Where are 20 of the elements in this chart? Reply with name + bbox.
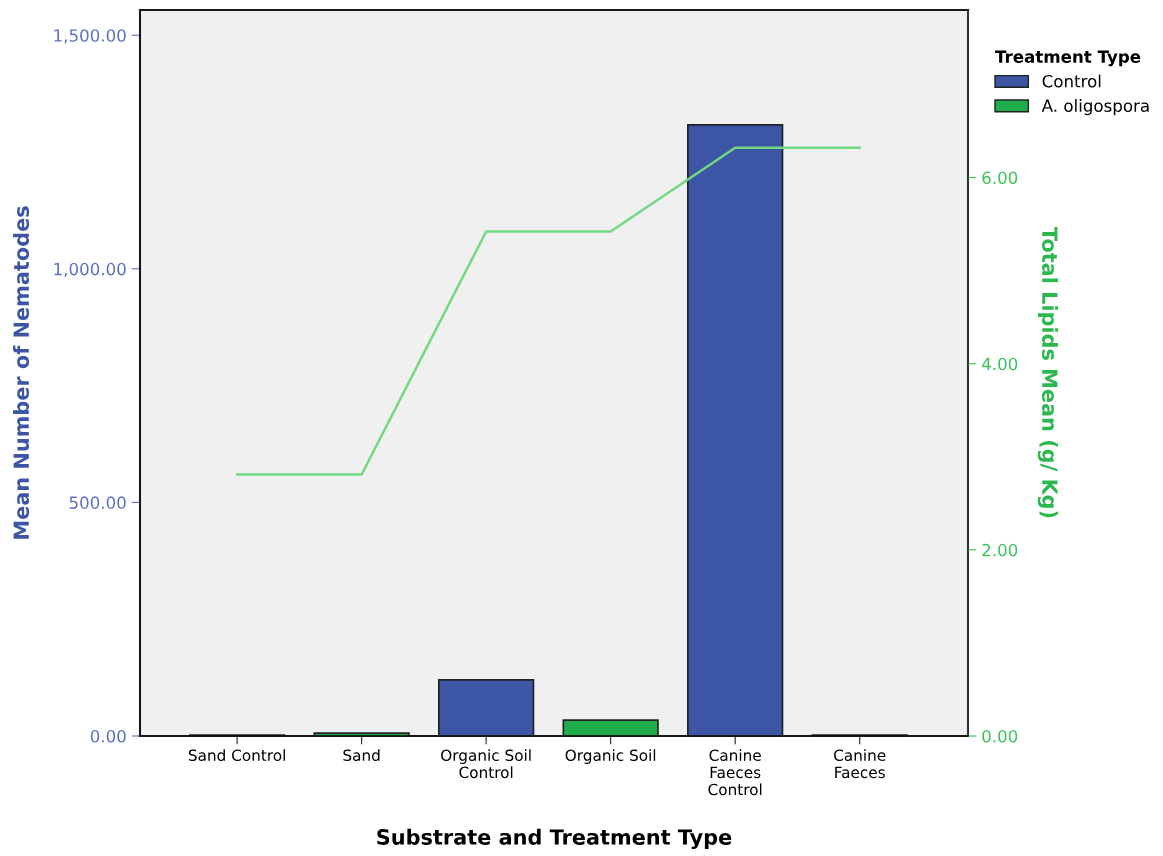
y-tick-label: 0.00: [90, 729, 126, 743]
legend-label: Control: [1042, 74, 1101, 88]
y2-tick-label: 6.00: [982, 171, 1018, 185]
y2-tick-label: 2.00: [982, 543, 1018, 557]
x-tick-label: Canine Faeces: [834, 749, 886, 779]
y2-tick-label: 4.00: [982, 357, 1018, 371]
y-tick-label: 1,000.00: [54, 262, 126, 278]
y-tick-label: 500.00: [69, 496, 126, 509]
x-tick-label: Sand Control: [188, 749, 285, 762]
legend-title: Treatment Type: [995, 50, 1141, 67]
y2-tick-label: 0.00: [982, 729, 1018, 743]
x-tick-label: Sand: [343, 749, 380, 762]
x-axis-title: Substrate and Treatment Type: [377, 828, 732, 850]
legend-label: A. oligospora: [1041, 99, 1149, 116]
x-tick-label: Organic Soil: [565, 749, 656, 764]
y2-axis-title: Total Lipids Mean (g/ Kg): [1037, 227, 1059, 518]
y-tick-label: 1,500.00: [54, 29, 126, 44]
y-axis-title: Mean Number of Nematodes: [12, 206, 30, 539]
x-tick-label: Organic Soil Control: [441, 749, 531, 779]
x-tick-label: Canine Faeces Control: [708, 749, 762, 796]
